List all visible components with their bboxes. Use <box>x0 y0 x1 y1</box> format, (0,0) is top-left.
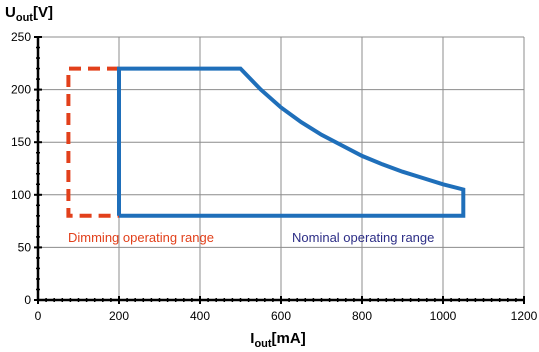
y-tick-label-0: 0 <box>24 293 31 307</box>
y-tick-label-3: 150 <box>11 135 31 149</box>
x-axis-title-unit: [mA] <box>272 330 306 347</box>
x-tick-label-5: 1000 <box>430 309 457 323</box>
grid <box>38 36 525 300</box>
annotation-dimming-range: Dimming operating range <box>68 230 214 245</box>
y-axis-title: Uout[V] <box>5 4 53 24</box>
y-tick-label-1: 50 <box>18 240 32 254</box>
x-axis-title-sub: out <box>254 338 271 350</box>
x-axis-title-main: I <box>250 330 254 347</box>
series-line-dimming <box>66 66 119 218</box>
ticks: 0 200 400 600 800 1000 1200 0 50 100 150 200 250 <box>11 30 538 323</box>
annotation-nominal-range: Nominal operating range <box>292 230 434 245</box>
series-line-nominal <box>117 66 466 218</box>
y-tick-label-2: 100 <box>11 188 31 202</box>
x-tick-label-2: 400 <box>190 309 210 323</box>
x-tick-label-4: 800 <box>352 309 372 323</box>
x-tick-label-6: 1200 <box>511 309 538 323</box>
x-tick-label-3: 600 <box>271 309 291 323</box>
series <box>66 66 466 218</box>
y-tick-label-5: 250 <box>11 30 31 44</box>
y-axis-title-main: U <box>5 4 16 21</box>
y-axis-title-unit: [V] <box>33 4 53 21</box>
y-axis-title-sub: out <box>16 12 33 24</box>
x-tick-label-0: 0 <box>35 309 42 323</box>
y-tick-label-4: 200 <box>11 83 31 97</box>
x-axis-title: Iout[mA] <box>250 330 305 350</box>
x-tick-label-1: 200 <box>109 309 129 323</box>
